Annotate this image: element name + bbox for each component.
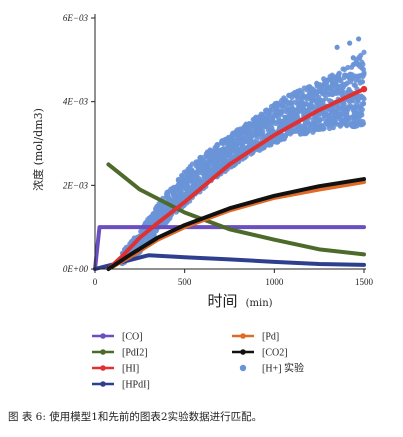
series-co [93,225,366,271]
scatter-point [350,98,356,104]
x-tick-label: 1500 [355,277,374,287]
y-tick-label: 4E−03 [63,97,89,107]
scatter-point [321,125,327,131]
chart: 0E+00 2E−03 4E−03 6E−03 0 500 1000 1500 浓度 (mo… [31,13,374,391]
scatter-point [323,95,329,101]
scatter-point [359,107,365,113]
legend-swatch-marker [100,349,106,355]
legend-label: [CO2] [262,348,288,359]
series-hi [106,85,368,271]
y-axis-label: 浓度 (mol/dm3) [31,108,45,191]
legend-label: [CO] [122,332,143,343]
x-tick-label: 500 [178,277,192,287]
scatter-point [356,36,362,42]
y-tick-label: 2E−03 [63,180,89,190]
y-tick-label: 6E−03 [63,13,89,23]
scatter-point [336,70,342,76]
series-endpoint [360,85,368,93]
scatter-point [151,232,157,238]
axes [94,14,366,270]
legend-swatch-dot [239,364,247,372]
scatter-point [360,100,367,106]
series-hpdi [93,253,366,271]
legend-item: [HPdI] [92,380,150,391]
x-axis-label-unit: (min) [246,298,273,309]
y-tick-label: 0E+00 [63,264,89,274]
legend-label: [HPdI] [122,380,150,391]
figure-caption: 图 表 6: 使用模型1和先前的图表2实验数据进行匹配。 [8,411,263,423]
scatter-point [361,49,367,55]
legend-swatch-marker [100,381,106,387]
legend-label: [Pd] [262,332,279,343]
legend-item: [Pd] [232,332,279,343]
x-axis-label-main: 时间 [208,292,238,310]
legend-label: [H+] 实验 [262,362,304,375]
scatter-point [361,96,367,102]
series-line [106,177,366,271]
x-tick-label: 0 [93,277,98,287]
legend-item: [H+] 实验 [239,362,304,375]
legend: [CO] [Pd] [PdI2] [CO2] [HI] [H+] 实验 [HPdI] [92,332,304,391]
legend-swatch-marker [100,365,106,371]
scatter-point [359,112,365,118]
series-line [93,225,366,271]
x-ticks: 0 500 1000 1500 [93,269,374,287]
scatter-point [341,101,347,107]
series-line [106,162,366,257]
legend-item: [CO2] [232,348,288,359]
scatter-point [361,71,367,77]
legend-item: [HI] [92,364,139,375]
scatter-point [360,120,367,127]
series-pdi2 [106,162,366,257]
legend-label: [PdI2] [122,348,148,359]
x-tick-label: 1000 [265,277,284,287]
series-line [93,253,366,271]
y-ticks: 0E+00 2E−03 4E−03 6E−03 [63,13,95,274]
scatter-point [350,55,356,61]
x-axis-label: 时间 (min) [208,291,273,310]
scatter-point [359,79,365,85]
legend-item: [PdI2] [92,348,148,359]
legend-swatch-marker [100,333,106,339]
legend-label: [HI] [122,364,139,375]
legend-swatch-marker [240,333,246,339]
scatter-point [334,44,340,50]
legend-item: [CO] [92,332,143,343]
series-line [106,87,366,271]
series-co2 [106,177,366,271]
scatter-point [345,64,351,71]
plot-area [93,36,368,271]
scatter-point [360,61,366,67]
scatter-point [330,125,336,131]
legend-swatch-marker [240,349,246,355]
scatter-point [347,40,353,46]
